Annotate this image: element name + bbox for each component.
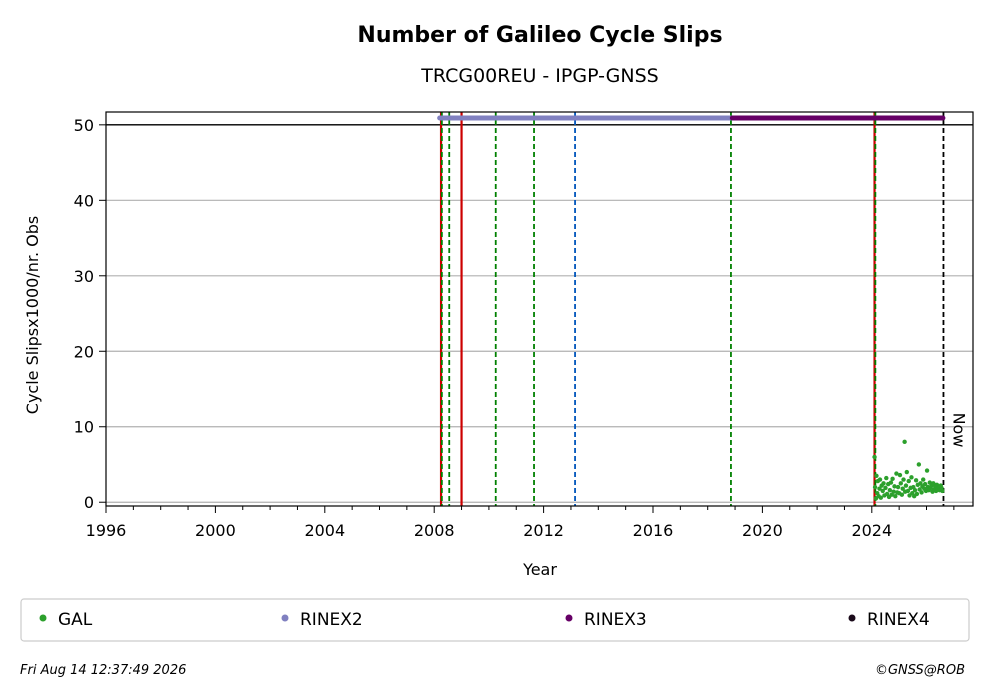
data-point (909, 475, 914, 480)
data-point (921, 477, 926, 482)
legend-label: GAL (58, 610, 93, 630)
data-point (872, 484, 878, 490)
data-point (880, 488, 885, 494)
legend-marker (39, 614, 47, 622)
data-point (905, 488, 911, 494)
legend: GAL RINEX2 RINEX3 RINEX4 (39, 610, 930, 630)
legend-marker (848, 614, 856, 622)
footer-credit: ©GNSS@ROB (875, 663, 965, 678)
data-point (877, 477, 883, 482)
data-point (913, 478, 919, 483)
y-axis-label: Cycle Slipsx1000/nr. Obs (23, 216, 42, 414)
data-point (900, 486, 905, 491)
data-point (904, 469, 910, 475)
data-point (887, 487, 893, 493)
x-tick-label: 2016 (633, 521, 674, 540)
data-point (884, 475, 889, 481)
x-tick-label: 1996 (86, 521, 127, 540)
y-tick-label: 30 (74, 267, 94, 286)
chart-subtitle: TRCG00REU - IPGP-GNSS (420, 65, 659, 87)
legend-label: RINEX3 (584, 610, 647, 630)
x-tick-label: 2004 (304, 521, 345, 540)
grid (106, 124, 973, 503)
x-axis-label: Year (522, 560, 557, 579)
data-point (881, 481, 886, 486)
x-tick-label: 2000 (195, 521, 236, 540)
data-point (878, 495, 884, 500)
data-point (919, 490, 924, 495)
x-axis: 1996 2000 2004 2008 2012 2016 2020 2024 (86, 506, 955, 540)
data-point (872, 454, 877, 460)
data-point (874, 473, 879, 479)
legend-label: RINEX2 (300, 610, 363, 630)
x-tick-label: 2020 (742, 521, 783, 540)
data-point (901, 477, 906, 482)
now-label: Now (949, 413, 968, 448)
data-point (914, 491, 920, 497)
data-point (903, 483, 909, 488)
data-point (916, 462, 922, 467)
data-point (940, 488, 945, 494)
legend-marker (281, 614, 289, 622)
y-tick-label: 0 (84, 493, 94, 512)
data-point (892, 484, 897, 489)
y-tick-label: 20 (74, 342, 94, 361)
data-point (891, 489, 896, 494)
chart-title: Number of Galileo Cycle Slips (357, 23, 722, 48)
footer-timestamp: Fri Aug 14 12:37:49 2026 (20, 663, 186, 678)
data-point (893, 493, 898, 499)
data-point (883, 485, 888, 491)
legend-marker (565, 614, 573, 622)
data-point (895, 484, 901, 490)
data-point (924, 468, 930, 473)
event-lines (439, 112, 945, 506)
y-tick-label: 50 (74, 116, 94, 135)
data-point (922, 481, 928, 487)
data-point (877, 486, 882, 491)
y-axis: 0 10 20 30 40 50 (74, 116, 106, 512)
data-point (902, 439, 907, 445)
y-tick-label: 10 (74, 418, 94, 437)
legend-box (20, 598, 970, 642)
x-tick-label: 2008 (414, 521, 455, 540)
data-point (897, 472, 903, 478)
data-point (898, 481, 903, 486)
x-tick-label: 2024 (851, 521, 892, 540)
data-point (888, 480, 894, 485)
plot-frame (105, 111, 974, 507)
data-point (912, 487, 918, 493)
data-point (890, 476, 895, 482)
data-point (894, 471, 899, 476)
legend-label: RINEX4 (867, 610, 930, 630)
series-gal (872, 439, 945, 501)
data-point (906, 478, 911, 484)
x-tick-label: 2012 (523, 521, 564, 540)
y-tick-label: 40 (74, 191, 94, 210)
data-point (899, 492, 905, 497)
